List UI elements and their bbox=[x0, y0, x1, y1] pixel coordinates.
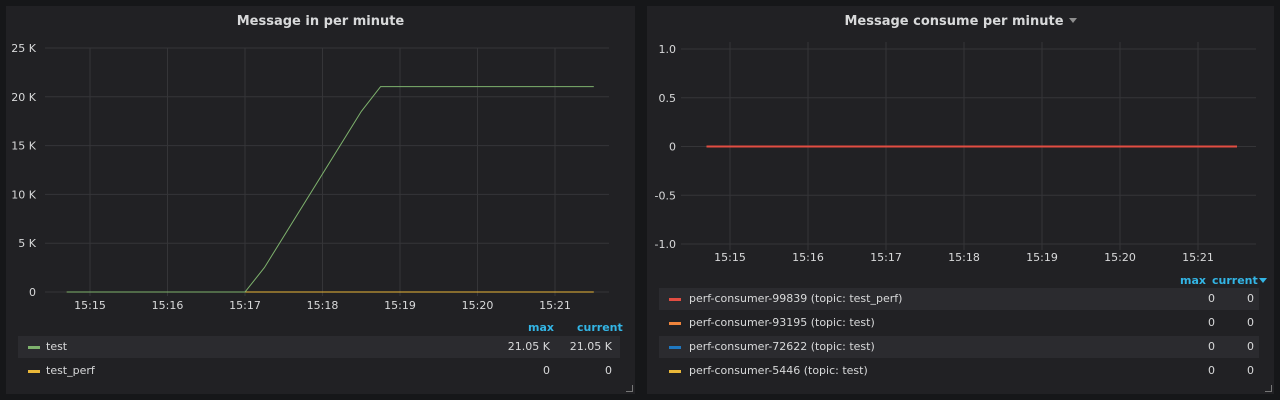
x-tick-label: 15:17 bbox=[229, 299, 261, 312]
x-tick-label: 15:19 bbox=[384, 299, 416, 312]
y-tick-label: 0.5 bbox=[659, 92, 677, 105]
chart-message-consume: -1.0 -0.5 0 0.5 1.0 15:15 15:16 15:17 15:18 15:19… bbox=[655, 42, 1256, 264]
x-tick-label: 15:20 bbox=[1104, 251, 1136, 264]
legend-row[interactable]: test 21.05 K 21.05 K bbox=[18, 336, 620, 358]
legend-max-value: 0 bbox=[543, 364, 550, 377]
y-tick-label: 10 K bbox=[11, 188, 36, 201]
y-tick-label: 0 bbox=[669, 141, 676, 154]
legend-swatch[interactable] bbox=[669, 370, 681, 373]
legend-header-current[interactable]: current bbox=[577, 321, 623, 334]
x-tick-label: 15:16 bbox=[792, 251, 824, 264]
legend-header-current[interactable]: current bbox=[1212, 274, 1267, 287]
legend-swatch[interactable] bbox=[669, 346, 681, 349]
x-tick-label: 15:19 bbox=[1026, 251, 1058, 264]
legend-current-value: 0 bbox=[1247, 364, 1254, 377]
resize-handle[interactable] bbox=[626, 385, 633, 392]
legend-row[interactable]: perf-consumer-5446 (topic: test) 0 0 bbox=[659, 360, 1259, 382]
x-tick-label: 15:15 bbox=[714, 251, 746, 264]
x-tick-label: 15:17 bbox=[870, 251, 902, 264]
legend-current-value: 21.05 K bbox=[569, 340, 612, 353]
chevron-down-icon[interactable] bbox=[1068, 18, 1077, 23]
y-tick-label: 0 bbox=[29, 286, 36, 299]
y-tick-label: 15 K bbox=[11, 140, 36, 153]
legend-series-name[interactable]: test bbox=[46, 340, 68, 353]
x-tick-label: 15:16 bbox=[152, 299, 184, 312]
chart-message-in: 0 5 K 10 K 15 K 20 K 25 K 15:15 15:16 15:17 15:18… bbox=[11, 42, 609, 312]
legend-swatch[interactable] bbox=[669, 322, 681, 325]
legend-max-value: 0 bbox=[1208, 316, 1215, 329]
y-tick-label: 1.0 bbox=[659, 43, 677, 56]
legend-row[interactable]: perf-consumer-93195 (topic: test) 0 0 bbox=[659, 312, 1259, 334]
legend-swatch[interactable] bbox=[28, 346, 40, 349]
x-tick-label: 15:18 bbox=[948, 251, 980, 264]
legend-header-current-text: current bbox=[1212, 274, 1258, 287]
y-tick-label: -1.0 bbox=[655, 238, 676, 251]
legend-current-value: 0 bbox=[1247, 292, 1254, 305]
panel-message-in: Message in per minute 0 5 K 10 K 15 K 20 K 25… bbox=[6, 6, 635, 394]
legend-current-value: 0 bbox=[1247, 316, 1254, 329]
legend-header-max[interactable]: max bbox=[528, 321, 554, 334]
legend-row[interactable]: test_perf 0 0 bbox=[18, 360, 620, 382]
x-tick-label: 15:21 bbox=[539, 299, 571, 312]
panel-title-text: Message consume per minute bbox=[844, 14, 1064, 29]
legend-series-name[interactable]: perf-consumer-72622 (topic: test) bbox=[689, 340, 875, 353]
legend-max-value: 0 bbox=[1208, 364, 1215, 377]
legend-current-value: 0 bbox=[605, 364, 612, 377]
series-line[interactable] bbox=[66, 86, 594, 293]
legend-row[interactable]: perf-consumer-99839 (topic: test_perf) 0 0 bbox=[659, 288, 1259, 310]
x-tick-label: 15:15 bbox=[74, 299, 106, 312]
legend-series-name[interactable]: perf-consumer-5446 (topic: test) bbox=[689, 364, 868, 377]
legend-max-value: 0 bbox=[1208, 292, 1215, 305]
panel-title[interactable]: Message in per minute bbox=[236, 14, 405, 29]
resize-handle[interactable] bbox=[1265, 385, 1272, 392]
x-tick-label: 15:21 bbox=[1182, 251, 1214, 264]
legend-current-value: 0 bbox=[1247, 340, 1254, 353]
legend-swatch[interactable] bbox=[669, 298, 681, 301]
panel-message-consume: Message consume per minute -1.0 -0.5 0 0.5 1… bbox=[647, 6, 1274, 394]
y-tick-label: 20 K bbox=[11, 91, 36, 104]
y-tick-label: -0.5 bbox=[655, 189, 676, 202]
panel-title[interactable]: Message consume per minute bbox=[647, 14, 1274, 29]
legend-max-value: 21.05 K bbox=[507, 340, 550, 353]
legend-header-max[interactable]: max bbox=[1180, 274, 1206, 287]
legend-swatch[interactable] bbox=[28, 370, 40, 373]
legend-series-name[interactable]: perf-consumer-99839 (topic: test_perf) bbox=[689, 292, 903, 305]
y-tick-label: 5 K bbox=[18, 237, 36, 250]
sort-desc-icon bbox=[1258, 277, 1267, 283]
legend-series-name[interactable]: test_perf bbox=[46, 364, 95, 377]
legend-max-value: 0 bbox=[1208, 340, 1215, 353]
x-tick-label: 15:20 bbox=[462, 299, 494, 312]
legend-row[interactable]: perf-consumer-72622 (topic: test) 0 0 bbox=[659, 336, 1259, 358]
y-tick-label: 25 K bbox=[11, 42, 36, 55]
x-tick-label: 15:18 bbox=[307, 299, 339, 312]
legend-series-name[interactable]: perf-consumer-93195 (topic: test) bbox=[689, 316, 875, 329]
